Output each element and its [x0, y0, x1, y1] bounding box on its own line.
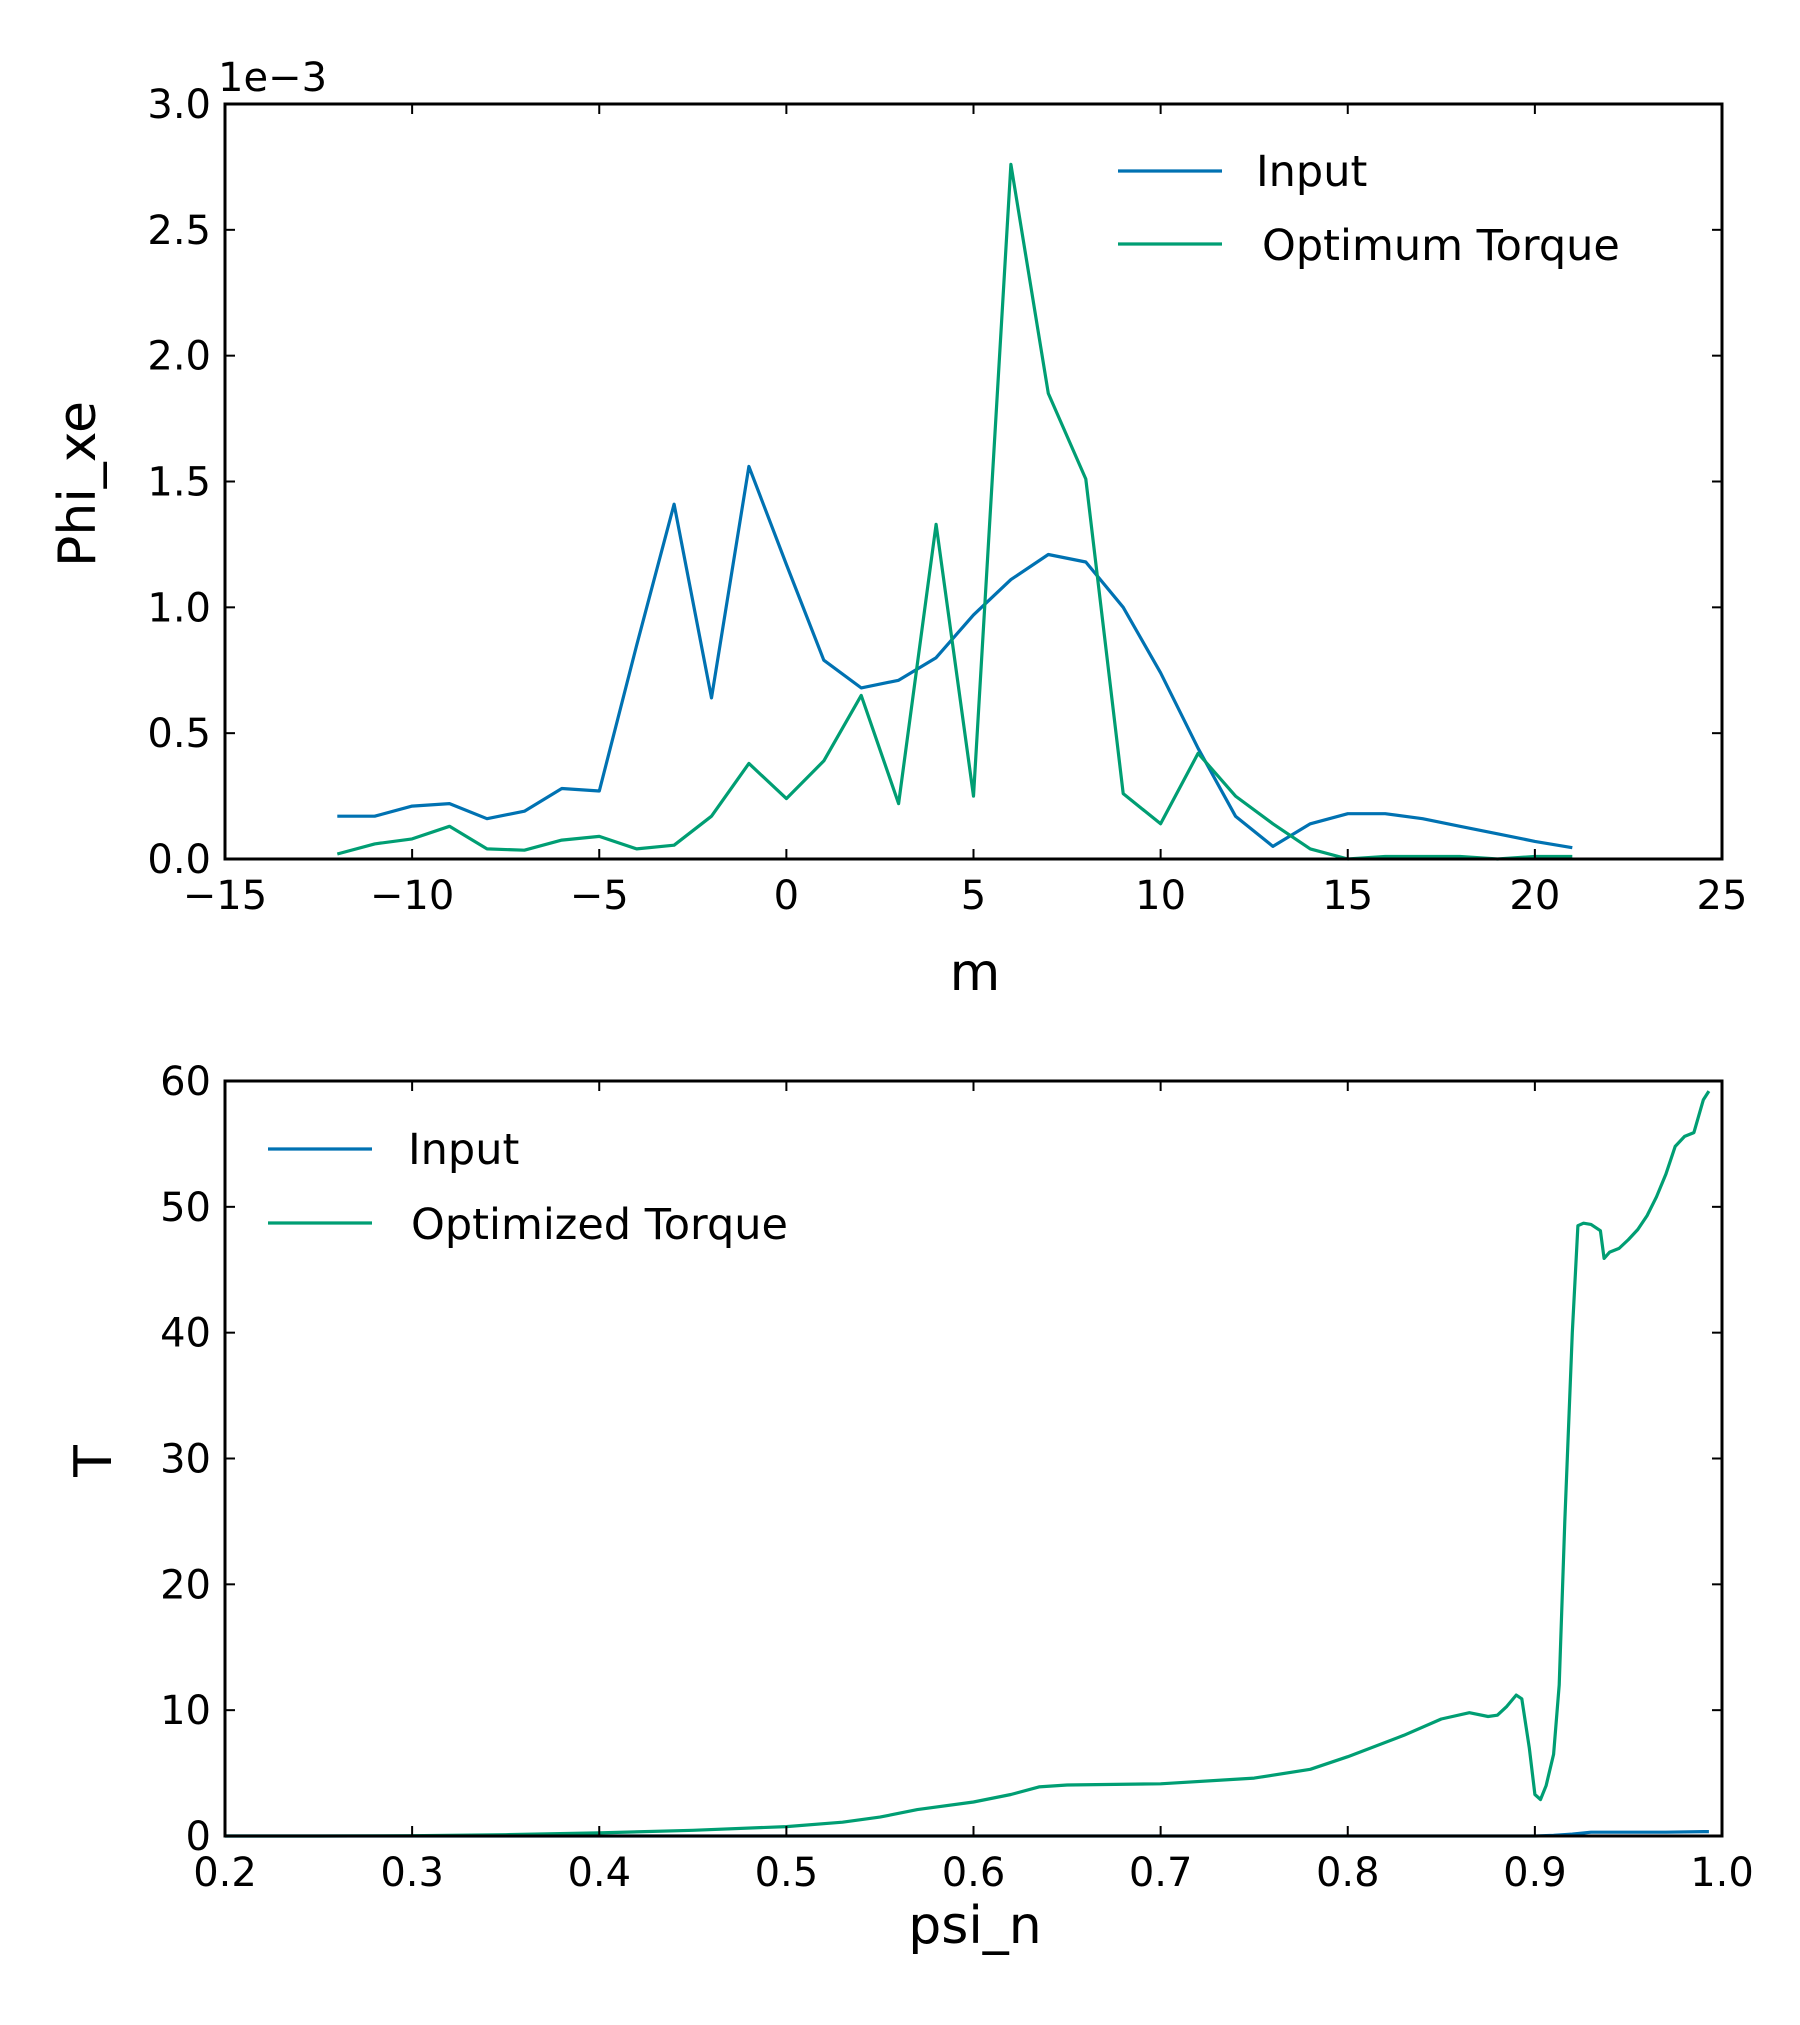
bottom-x-tick-label: 0.3	[380, 1850, 444, 1896]
top-legend-optimum-torque-label: Optimum Torque	[1262, 221, 1620, 271]
bottom-y-tick-label: 0	[186, 1814, 211, 1860]
bottom-y-tick-label: 40	[160, 1311, 211, 1357]
top-legend-input-label: Input	[1256, 147, 1367, 197]
top-x-tick-label: −10	[370, 873, 454, 919]
bottom-x-tick-label: 0.6	[942, 1850, 1006, 1896]
top-x-tick-label: 25	[1697, 873, 1748, 919]
bottom-x-tick-label: 0.2	[193, 1850, 257, 1896]
top-chart: 1e−3 m Phi_xe Input Optimum Torque −15 −1…	[48, 55, 1747, 1003]
bottom-y-tick-label: 60	[160, 1059, 211, 1105]
top-y-offset-label: 1e−3	[218, 55, 327, 101]
top-x-tick-label: 20	[1509, 873, 1560, 919]
bottom-x-tick-label: 1.0	[1690, 1850, 1754, 1896]
top-x-tick-label: −15	[183, 873, 267, 919]
top-y-axis-label: Phi_xe	[48, 401, 108, 567]
bottom-x-axis-label: psi_n	[908, 1896, 1042, 1956]
bottom-y-tick-label: 50	[160, 1185, 211, 1231]
bottom-legend-input-label: Input	[408, 1125, 519, 1175]
bottom-y-tick-label: 20	[160, 1562, 211, 1608]
bottom-x-tick-label: 0.9	[1503, 1850, 1567, 1896]
bottom-legend: Input Optimized Torque	[268, 1125, 788, 1250]
bottom-y-tick-label: 10	[160, 1688, 211, 1734]
top-y-tick-label: 1.5	[147, 460, 211, 506]
top-x-axis-label: m	[950, 943, 1001, 1003]
bottom-chart: psi_n T Input Optimized Torque 0.2 0.3 0.4…	[64, 1059, 1754, 1956]
bottom-y-tick-label: 30	[160, 1437, 211, 1483]
top-y-tick-label: 2.5	[147, 208, 211, 254]
bottom-x-tick-label: 0.4	[567, 1850, 631, 1896]
bottom-legend-optimized-torque-label: Optimized Torque	[411, 1200, 788, 1250]
top-y-tick-label: 0.0	[147, 837, 211, 883]
top-x-tick-label: −5	[570, 873, 629, 919]
top-y-tick-label: 0.5	[147, 711, 211, 757]
top-legend: Input Optimum Torque	[1118, 147, 1620, 271]
top-series-input-line	[337, 464, 1573, 850]
top-y-tick-label: 2.0	[147, 334, 211, 380]
bottom-x-tick-label: 0.8	[1316, 1850, 1380, 1896]
top-x-tick-label: 15	[1322, 873, 1373, 919]
bottom-x-tick-label: 0.5	[755, 1850, 819, 1896]
bottom-series-optimized-torque-line	[225, 1090, 1711, 1838]
top-y-tick-label: 3.0	[147, 82, 211, 128]
top-x-tick-label: 5	[961, 873, 986, 919]
top-x-tick-label: 10	[1135, 873, 1186, 919]
top-y-tick-label: 1.0	[147, 585, 211, 631]
bottom-x-tick-label: 0.7	[1129, 1850, 1193, 1896]
bottom-y-axis-label: T	[64, 1445, 124, 1478]
top-x-tick-label: 0	[774, 873, 799, 919]
